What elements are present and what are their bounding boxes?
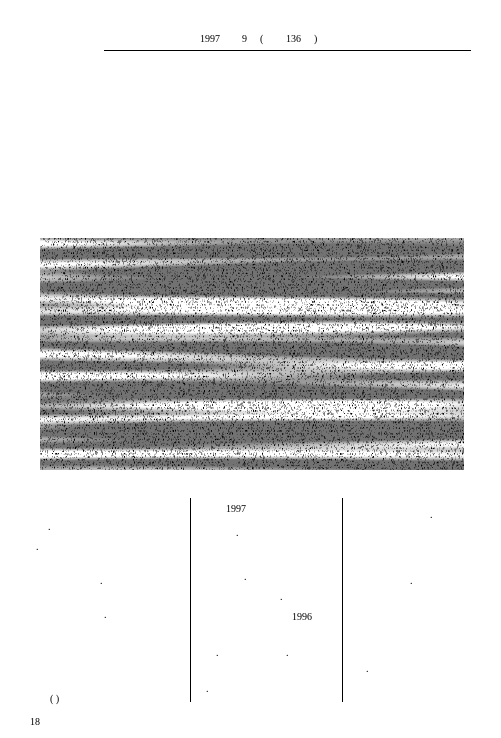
body-dot: . [430,510,433,521]
body-dot: . [48,522,51,533]
body-paren-marker: ( ) [50,694,59,705]
page-header: 1997 9 ( 136 ) [104,34,471,52]
body-dot: . [280,592,283,603]
header-paren-close: ) [314,34,317,45]
header-rule [104,50,471,51]
body-dot: . [100,576,103,587]
page-number: 18 [30,717,40,728]
column-divider-2 [342,498,343,702]
header-year: 1997 [200,34,220,45]
header-paren-open: ( [260,34,263,45]
body-dot: . [206,684,209,695]
body-dot: . [104,610,107,621]
body-dot: . [366,664,369,675]
halftone-svg [40,238,464,470]
halftone-figure [40,238,464,470]
body-dot: . [236,528,239,539]
header-month: 9 [242,34,247,45]
header-issue: 136 [286,34,301,45]
body-dot: . [244,572,247,583]
column-divider-1 [190,498,191,702]
body-dot: . [36,542,39,553]
text-columns: 1997 1996 . . . . . . . . . . . . . ( ) [40,498,464,708]
body-dot: . [410,576,413,587]
body-year-1997: 1997 [226,504,246,515]
body-year-1996: 1996 [292,612,312,623]
body-dot: . [216,648,219,659]
body-dot: . [286,648,289,659]
